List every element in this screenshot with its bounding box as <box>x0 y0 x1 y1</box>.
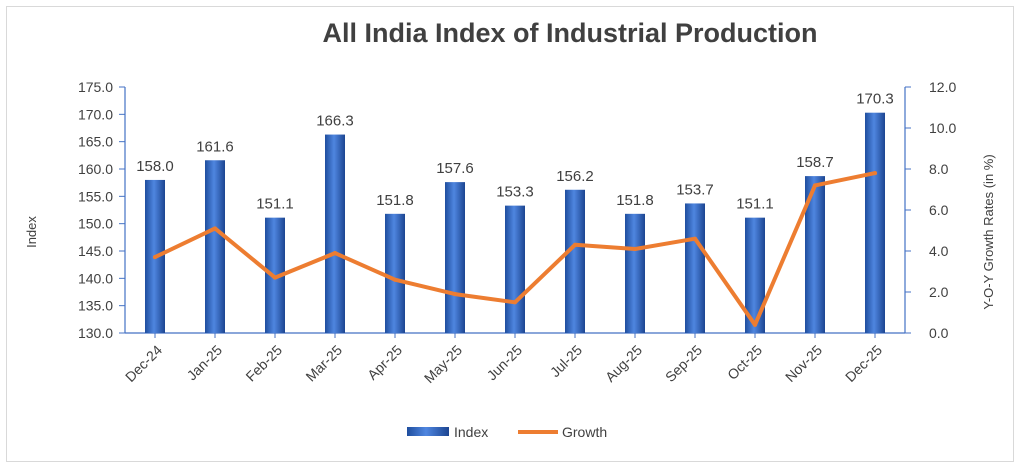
x-tick-label: Jul-25 <box>547 342 585 380</box>
y2-tick-label: 4.0 <box>929 243 949 259</box>
growth-point-jan-25 <box>213 226 217 231</box>
y2-tick-label: 8.0 <box>929 161 949 177</box>
y-tick-label: 170.0 <box>78 106 113 122</box>
data-label: 153.7 <box>676 181 714 198</box>
bar-aug-25 <box>625 213 645 333</box>
bar-oct-25 <box>745 217 765 333</box>
data-labels: 158.0 161.6 151.1 166.3 151.8 157.6 153.3 156.2… <box>136 91 894 213</box>
growth-point-oct-25 <box>753 322 757 327</box>
growth-point-may-25 <box>453 292 457 297</box>
legend-label-growth: Growth <box>562 424 607 440</box>
y2-tick-label: 2.0 <box>929 284 949 300</box>
growth-point-jul-25 <box>573 242 577 247</box>
bar-sep-25 <box>685 203 705 333</box>
y-tick-label: 150.0 <box>78 216 113 232</box>
growth-point-nov-25 <box>813 183 817 188</box>
x-tick-label: Nov-25 <box>782 342 825 385</box>
x-tick-label: Apr-25 <box>364 342 405 383</box>
x-tick-label: Sep-25 <box>662 342 705 385</box>
bar-nov-25 <box>805 176 825 333</box>
line-series-growth <box>153 171 877 327</box>
legend-label-index: Index <box>454 424 488 440</box>
data-label: 158.7 <box>796 154 834 171</box>
data-label: 151.1 <box>256 196 294 213</box>
bar-jan-25 <box>205 160 225 333</box>
bar-jul-25 <box>565 189 585 333</box>
bar-apr-25 <box>385 213 405 333</box>
y-tick-label: 155.0 <box>78 188 113 204</box>
legend-swatch-index <box>407 427 449 436</box>
x-tick-label: Jun-25 <box>484 342 526 384</box>
data-label: 156.2 <box>556 168 594 185</box>
bar-jun-25 <box>505 205 525 333</box>
growth-point-dec-24 <box>153 255 157 260</box>
legend: Index Growth <box>407 424 607 440</box>
y-axis-title: Index <box>24 216 39 248</box>
y2-tick-label: 0.0 <box>929 325 949 341</box>
x-tick-label: Jan-25 <box>184 342 226 384</box>
data-label: 151.8 <box>616 192 654 209</box>
y-tick-label: 145.0 <box>78 243 113 259</box>
data-label: 151.1 <box>736 196 774 213</box>
growth-point-aug-25 <box>633 246 637 251</box>
growth-point-mar-25 <box>333 251 337 256</box>
y-tick-label: 140.0 <box>78 270 113 286</box>
bar-may-25 <box>445 182 465 333</box>
growth-point-sep-25 <box>693 236 697 241</box>
x-tick-label: Dec-25 <box>842 342 885 385</box>
x-tick-label: Mar-25 <box>302 342 345 385</box>
x-tick-label: Oct-25 <box>724 342 765 383</box>
y2-tick-label: 6.0 <box>929 202 949 218</box>
y-tick-label: 160.0 <box>78 161 113 177</box>
y2-axis-title: Y-O-Y Growth Rates (in %) <box>981 154 996 309</box>
data-label: 161.6 <box>196 138 234 155</box>
growth-point-apr-25 <box>393 277 397 282</box>
x-tick-label: May-25 <box>421 342 465 386</box>
bar-series-index <box>145 112 885 334</box>
data-label: 170.3 <box>856 91 894 108</box>
data-label: 153.3 <box>496 184 534 201</box>
bar-dec-25 <box>865 112 885 334</box>
data-label: 158.0 <box>136 158 174 175</box>
growth-point-dec-25 <box>873 171 877 176</box>
y-tick-label: 135.0 <box>78 298 113 314</box>
x-tick-label: Aug-25 <box>602 342 645 385</box>
growth-point-jun-25 <box>513 300 517 305</box>
x-tick-label: Dec-24 <box>122 342 165 385</box>
data-label: 151.8 <box>376 192 414 209</box>
data-label: 157.6 <box>436 160 474 177</box>
y-tick-label: 175.0 <box>78 79 113 95</box>
bar-mar-25 <box>325 134 345 333</box>
y2-tick-label: 10.0 <box>929 120 956 136</box>
growth-point-feb-25 <box>273 275 277 280</box>
x-tick-label: Feb-25 <box>242 342 285 385</box>
y-tick-label: 130.0 <box>78 325 113 341</box>
chart-title: All India Index of Industrial Production <box>322 18 817 48</box>
y2-tick-label: 12.0 <box>929 79 956 95</box>
y-tick-label: 165.0 <box>78 134 113 150</box>
data-label: 166.3 <box>316 113 354 130</box>
